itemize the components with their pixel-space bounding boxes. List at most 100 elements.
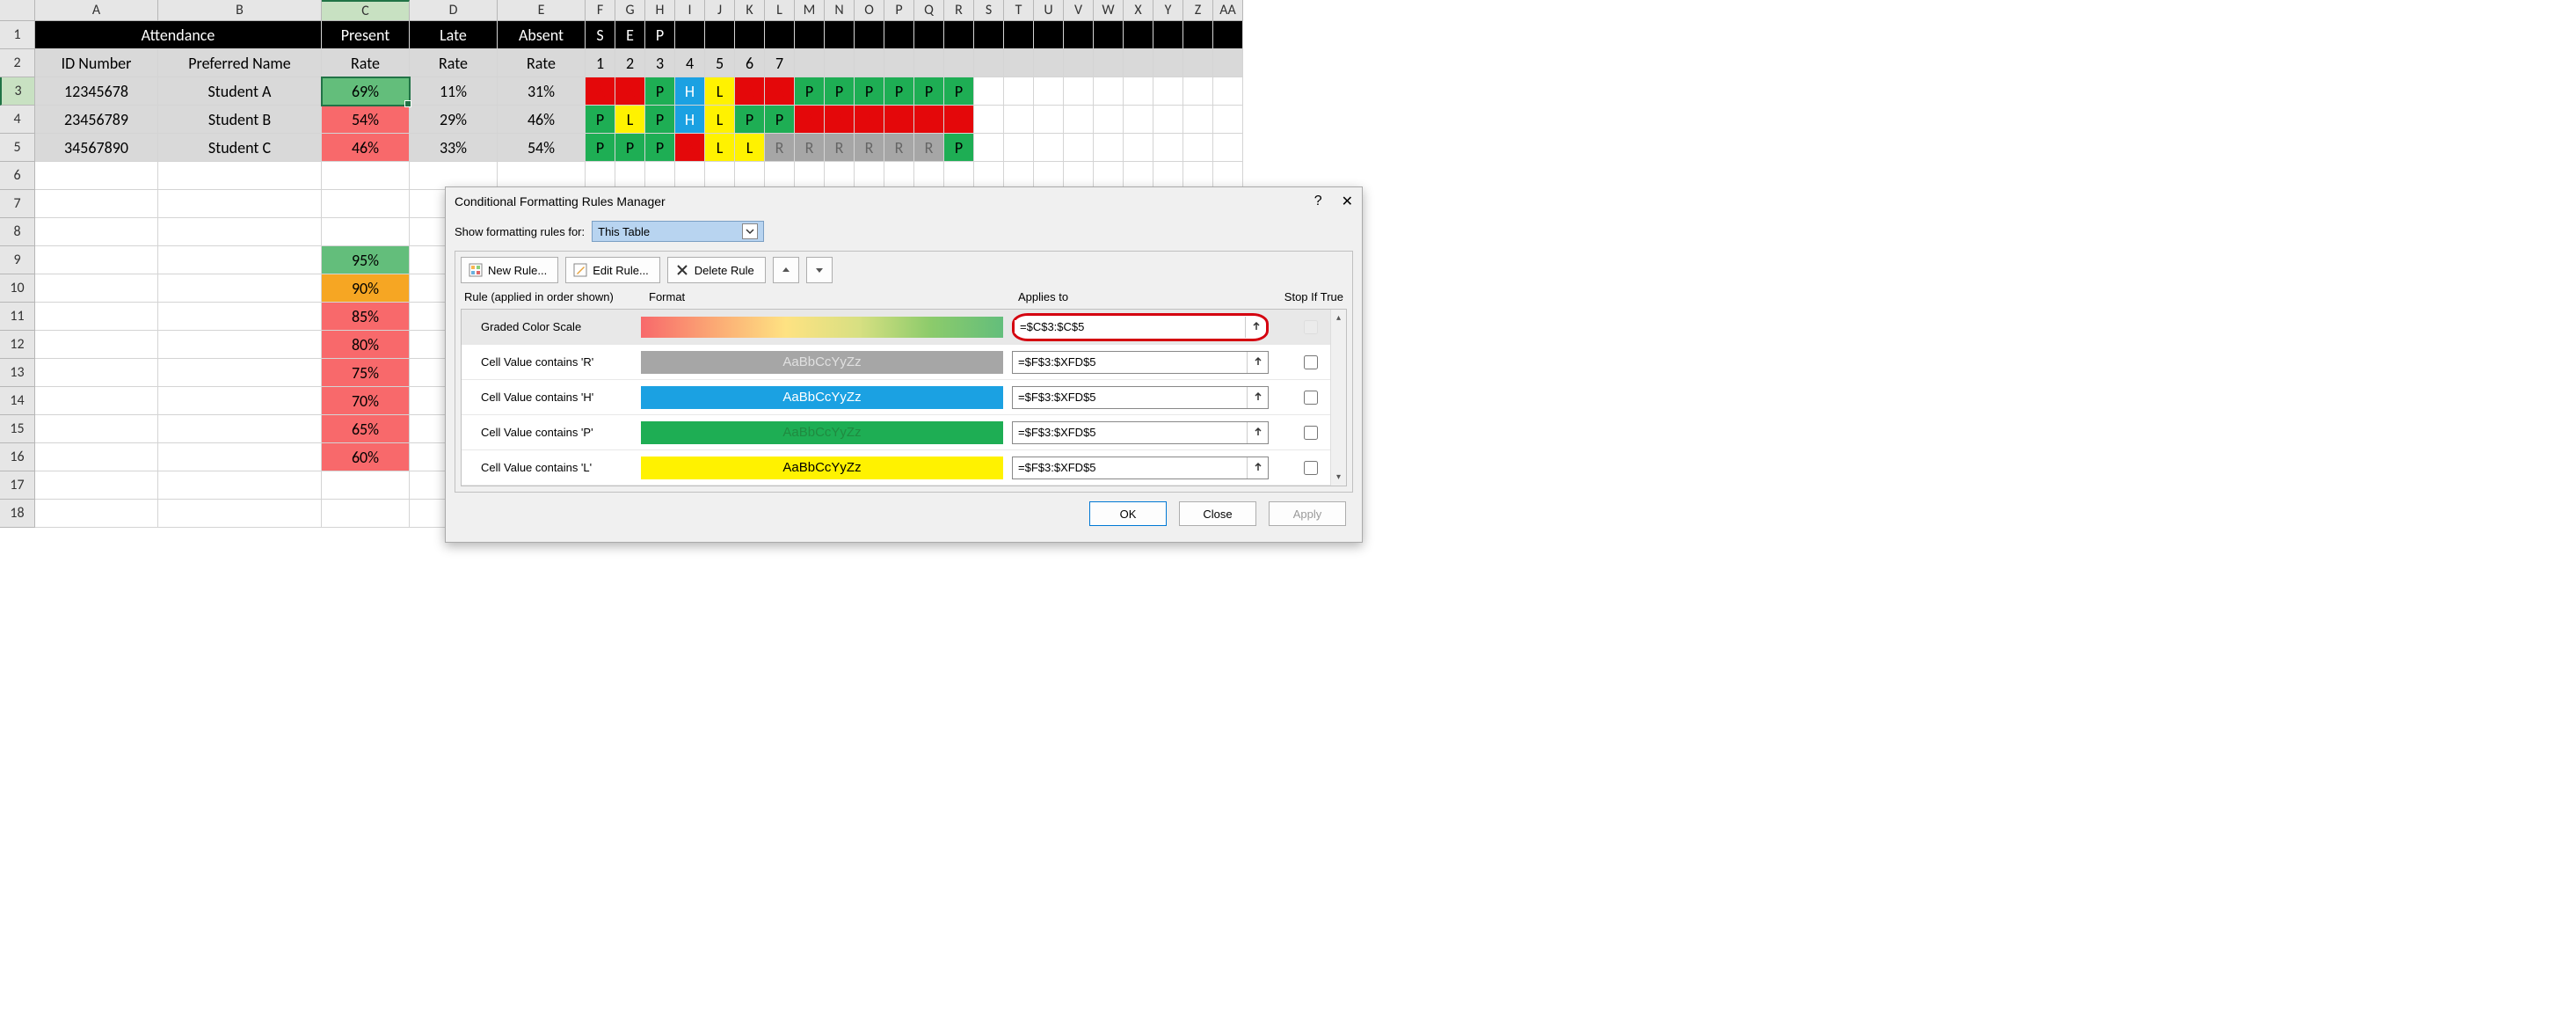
header-month-3[interactable] [675,21,705,49]
row-header-16[interactable]: 16 [0,443,35,471]
cell[interactable] [1183,77,1213,106]
attendance-cell[interactable]: P [645,106,675,134]
attendance-cell[interactable]: A [944,106,974,134]
cell-C16[interactable]: 60% [322,443,410,471]
header-day-9[interactable] [855,49,884,77]
header-day-4[interactable]: 5 [705,49,735,77]
cell-B6[interactable] [158,162,322,190]
header-day-13[interactable] [974,49,1004,77]
cell-C15[interactable]: 65% [322,415,410,443]
cell-name[interactable]: Student A [158,77,322,106]
cell[interactable] [1064,134,1094,162]
attendance-cell[interactable]: P [615,134,645,162]
attendance-cell[interactable]: A [825,106,855,134]
applies-to-input-wrap[interactable] [1012,421,1269,444]
cell-present[interactable]: 54% [322,106,410,134]
attendance-cell[interactable]: R [795,134,825,162]
attendance-cell[interactable]: P [944,134,974,162]
attendance-cell[interactable]: P [855,77,884,106]
row-header-3[interactable]: 3 [0,77,35,106]
attendance-cell[interactable]: P [735,106,765,134]
help-button[interactable]: ? [1314,194,1322,209]
header-day-6[interactable]: 7 [765,49,795,77]
cell-B8[interactable] [158,218,322,246]
header-day-18[interactable] [1124,49,1153,77]
col-header-H[interactable]: H [645,0,675,21]
col-header-N[interactable]: N [825,0,855,21]
col-header-F[interactable]: F [586,0,615,21]
range-picker-icon[interactable] [1247,387,1268,408]
cell-id[interactable]: 23456789 [35,106,158,134]
row-header-4[interactable]: 4 [0,106,35,134]
col-header-A[interactable]: A [35,0,158,21]
attendance-cell[interactable]: P [645,134,675,162]
cell-A11[interactable] [35,303,158,331]
col-header-K[interactable]: K [735,0,765,21]
cell-A14[interactable] [35,387,158,415]
col-header-M[interactable]: M [795,0,825,21]
header-day-21[interactable] [1213,49,1243,77]
col-header-D[interactable]: D [410,0,498,21]
cell[interactable] [1153,106,1183,134]
row-header-1[interactable]: 1 [0,21,35,49]
cell[interactable] [1034,106,1064,134]
row-header-2[interactable]: 2 [0,49,35,77]
attendance-cell[interactable]: L [615,106,645,134]
cell-id[interactable]: 34567890 [35,134,158,162]
cell-late[interactable]: 33% [410,134,498,162]
cell-name[interactable]: Student B [158,106,322,134]
attendance-cell[interactable]: P [825,77,855,106]
row-header-17[interactable]: 17 [0,471,35,500]
header-attendance[interactable]: Attendance [35,21,322,49]
cell[interactable] [1094,134,1124,162]
attendance-cell[interactable]: A [765,77,795,106]
header-day-0[interactable]: 1 [586,49,615,77]
header-month-17[interactable] [1094,21,1124,49]
cell[interactable] [1094,106,1124,134]
cell[interactable] [1213,134,1243,162]
delete-rule-button[interactable]: Delete Rule [667,257,766,283]
header-day-8[interactable] [825,49,855,77]
stop-if-true-checkbox[interactable] [1304,355,1318,369]
header-month-6[interactable] [765,21,795,49]
cell[interactable] [1004,134,1034,162]
row-header-11[interactable]: 11 [0,303,35,331]
select-all-corner[interactable] [0,0,35,21]
cell-absent[interactable]: 31% [498,77,586,106]
header-month-5[interactable] [735,21,765,49]
cell-C17[interactable] [322,471,410,500]
attendance-cell[interactable]: H [675,77,705,106]
header-day-7[interactable] [795,49,825,77]
header-rate-absent[interactable]: Rate [498,49,586,77]
row-header-14[interactable]: 14 [0,387,35,415]
col-header-I[interactable]: I [675,0,705,21]
cell-C6[interactable] [322,162,410,190]
col-header-V[interactable]: V [1064,0,1094,21]
header-month-2[interactable]: P [645,21,675,49]
header-day-1[interactable]: 2 [615,49,645,77]
cell-C11[interactable]: 85% [322,303,410,331]
header-day-2[interactable]: 3 [645,49,675,77]
attendance-cell[interactable]: R [884,134,914,162]
header-month-11[interactable] [914,21,944,49]
col-header-W[interactable]: W [1094,0,1124,21]
cell-C14[interactable]: 70% [322,387,410,415]
cell[interactable] [1064,106,1094,134]
cell[interactable] [974,134,1004,162]
cell[interactable] [1153,134,1183,162]
attendance-cell[interactable]: R [825,134,855,162]
cell-B13[interactable] [158,359,322,387]
cell-id[interactable]: 12345678 [35,77,158,106]
rules-scrollbar[interactable]: ▴▾ [1330,310,1346,486]
move-down-button[interactable] [806,257,833,283]
col-header-Z[interactable]: Z [1183,0,1213,21]
attendance-cell[interactable]: L [705,77,735,106]
cell[interactable] [1183,134,1213,162]
applies-to-input[interactable] [1013,426,1247,439]
header-day-15[interactable] [1034,49,1064,77]
header-month-8[interactable] [825,21,855,49]
cell[interactable] [974,106,1004,134]
row-header-12[interactable]: 12 [0,331,35,359]
header-month-20[interactable] [1183,21,1213,49]
attendance-cell[interactable]: P [795,77,825,106]
